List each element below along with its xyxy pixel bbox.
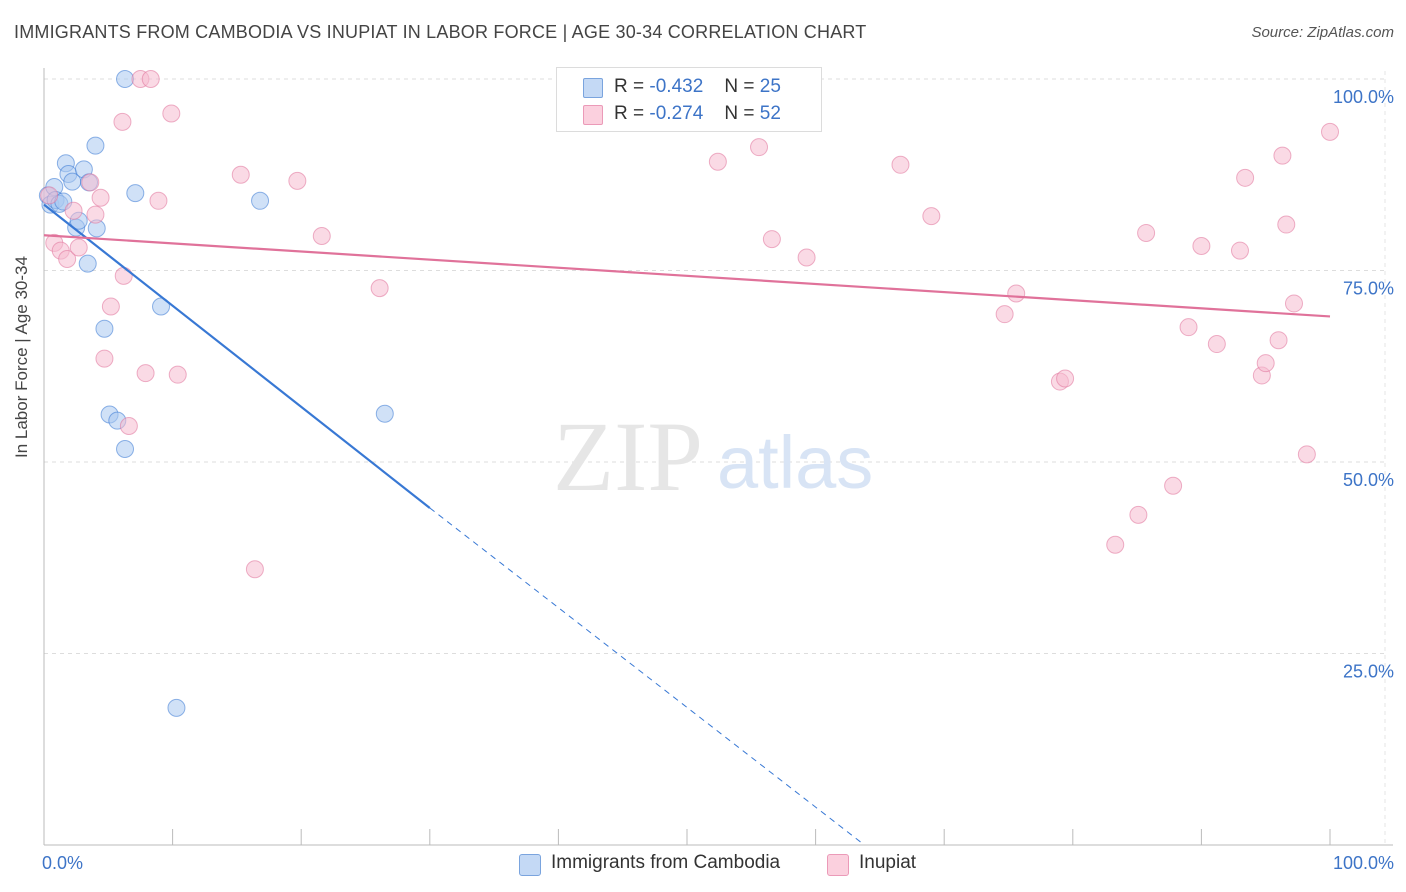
data-point: [922, 207, 941, 226]
data-point: [1277, 215, 1296, 234]
data-point: [69, 238, 88, 257]
tick-labels: 25.0% 50.0% 75.0% 100.0% 0.0% 100.0%: [42, 87, 1394, 873]
data-point: [1321, 122, 1339, 141]
data-point: [370, 279, 389, 298]
data-point: [167, 698, 186, 717]
data-point: [86, 205, 105, 224]
data-point: [312, 227, 331, 246]
trend-line: [43, 234, 1331, 318]
y-tick-label: 25.0%: [1343, 662, 1394, 682]
legend-r-label: R =: [614, 76, 645, 97]
trend-lines: [43, 203, 1331, 846]
series-cambodia-points: [38, 70, 394, 717]
trend-line: [43, 203, 431, 509]
data-point: [119, 416, 138, 435]
legend-label-inupiat: Inupiat: [859, 852, 917, 873]
trend-line-extension: [429, 507, 865, 846]
data-point: [1236, 168, 1255, 187]
data-point: [136, 364, 155, 383]
data-point: [1137, 223, 1156, 242]
legend-n-label: N =: [724, 76, 755, 97]
watermark: ZIP atlas: [553, 401, 873, 512]
data-point: [81, 173, 100, 192]
legend-r-value-cambodia: -0.432: [649, 76, 704, 97]
data-point: [1256, 354, 1275, 373]
x-tick-label: 0.0%: [42, 853, 83, 873]
data-point: [95, 349, 114, 368]
y-tick-label: 50.0%: [1343, 470, 1394, 490]
data-point: [251, 191, 270, 210]
data-point: [1164, 476, 1183, 495]
data-point: [1269, 331, 1288, 350]
data-point: [95, 319, 114, 338]
data-point: [995, 305, 1014, 324]
data-point: [375, 404, 394, 423]
data-point: [78, 254, 97, 273]
y-tick-label: 100.0%: [1333, 87, 1394, 107]
data-point: [168, 365, 187, 384]
data-point: [40, 186, 59, 205]
data-point: [116, 70, 135, 88]
legend-label-cambodia: Immigrants from Cambodia: [551, 852, 781, 873]
data-point: [1297, 445, 1316, 464]
legend-n-value-cambodia: 25: [759, 76, 781, 97]
data-point: [1284, 294, 1303, 313]
data-point: [708, 152, 727, 171]
source-credit: Source: ZipAtlas.com: [1251, 24, 1394, 41]
data-point: [91, 188, 110, 207]
data-point: [1192, 236, 1211, 255]
data-point: [288, 171, 307, 190]
data-point: [58, 250, 77, 269]
data-point: [101, 297, 120, 316]
data-point: [1179, 318, 1198, 337]
data-point: [797, 248, 816, 267]
legend-n-value-inupiat: 52: [759, 103, 781, 124]
data-point: [162, 104, 181, 123]
legend-n-label: N =: [724, 103, 755, 124]
legend-swatch-cambodia: [583, 78, 603, 98]
x-tick-label: 100.0%: [1333, 853, 1394, 873]
legend-swatch-cambodia: [519, 854, 541, 876]
data-point: [64, 201, 83, 220]
watermark-zip: ZIP: [553, 401, 703, 512]
data-point: [116, 439, 135, 458]
data-point: [1106, 535, 1125, 554]
data-point: [1207, 335, 1226, 354]
data-point: [141, 70, 160, 88]
data-point: [245, 560, 264, 579]
grid-lines: [44, 71, 1386, 845]
data-point: [114, 266, 133, 285]
series-inupiat-points: [40, 70, 1339, 579]
watermark-atlas: atlas: [717, 421, 873, 504]
data-point: [750, 138, 769, 157]
legend-r-label: R =: [614, 103, 645, 124]
data-point: [891, 155, 910, 174]
data-point: [113, 112, 132, 131]
data-point: [762, 230, 781, 249]
legend-r-value-inupiat: -0.274: [649, 103, 704, 124]
data-point: [231, 165, 250, 184]
data-point: [126, 184, 145, 203]
legend-swatch-inupiat: [827, 854, 849, 876]
stats-legend: R = -0.432 N = 25 R = -0.274 N = 52: [556, 67, 822, 132]
y-axis-label: In Labor Force | Age 30-34: [12, 256, 31, 458]
data-point: [1056, 369, 1075, 388]
data-point: [1230, 241, 1249, 260]
data-point: [149, 191, 168, 210]
legend-swatch-inupiat: [583, 105, 603, 125]
data-point: [1007, 284, 1026, 303]
data-point: [1273, 146, 1292, 165]
data-point: [86, 136, 105, 155]
y-tick-label: 75.0%: [1343, 279, 1394, 299]
chart-title: IMMIGRANTS FROM CAMBODIA VS INUPIAT IN L…: [14, 22, 867, 42]
data-point: [1129, 505, 1148, 524]
